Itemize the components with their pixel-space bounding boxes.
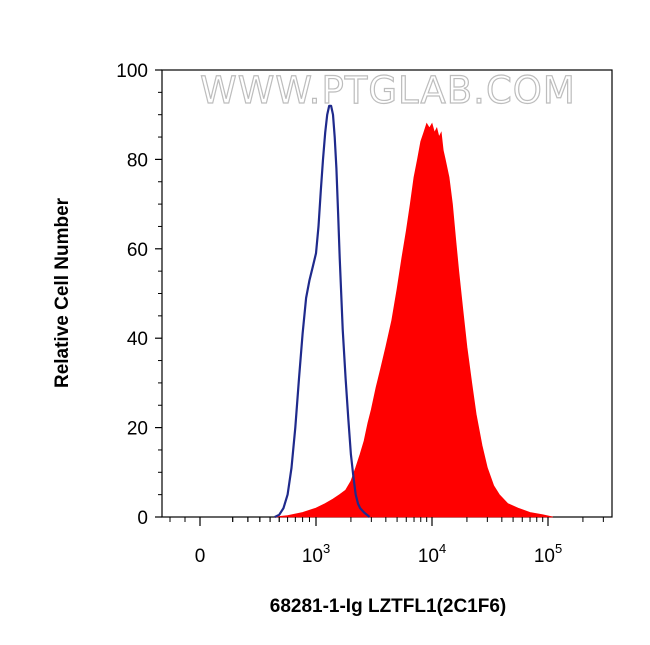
x-tick-label: 103 [302, 541, 330, 567]
watermark: WWW.PTGLAB.COM [200, 69, 576, 112]
y-tick-label: 20 [127, 419, 148, 440]
x-axis-label: 68281-1-Ig LZTFL1(2C1F6) [270, 596, 507, 617]
x-tick-label: 104 [418, 541, 446, 567]
axes-layer: 0 20 40 60 80 100 0 103 104 105 [116, 61, 604, 567]
y-tick-label: 60 [127, 240, 148, 261]
x-tick-label: 105 [534, 541, 562, 567]
series-filled-histogram [274, 122, 553, 518]
y-tick-label: 0 [137, 508, 148, 529]
y-tick-label: 100 [116, 61, 148, 82]
y-axis-label: Relative Cell Number [52, 197, 73, 388]
series-outline-histogram [274, 104, 371, 518]
series-layer [274, 104, 553, 518]
y-tick-label: 40 [127, 329, 148, 350]
y-tick-label: 80 [127, 150, 148, 171]
x-tick-label: 0 [195, 546, 206, 567]
